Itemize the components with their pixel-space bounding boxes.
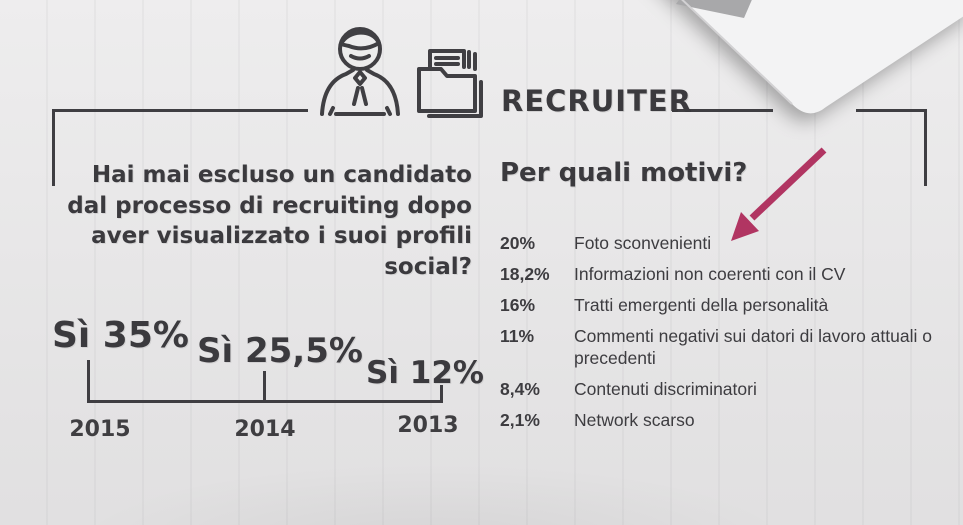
reason-item: 20% Foto sconvenienti [500,232,932,254]
reason-percent: 2,1% [500,410,540,431]
reason-percent: 18,2% [500,264,550,285]
documents-folder-icon [417,49,483,118]
reason-label: Contenuti discriminatori [574,379,757,400]
reason-item: 16% Tratti emergenti della personalità [500,294,932,316]
reason-label: Informazioni non coerenti con il CV [574,264,846,285]
reasons-list: 20% Foto sconvenienti 18,2% Informazioni… [500,232,932,440]
reason-percent: 16% [500,295,536,316]
reason-label: Network scarso [574,410,695,431]
timeline-year-2013: 2013 [397,413,459,438]
recruiter-person-icon [320,27,400,116]
reason-percent: 11% [500,326,535,347]
page-title: RECRUITER [501,84,693,118]
timeline-tick-2015 [87,360,90,402]
timeline-year-2014: 2014 [234,417,296,442]
timeline-tick-2013 [440,385,443,402]
reason-percent: 8,4% [500,379,540,400]
timeline-value-2014: Sì 25,5% [197,331,363,371]
frame-line-left-vertical [52,109,55,186]
frame-line-right-horizontal [856,109,927,112]
timeline-value-2015: Sì 35% [52,315,189,356]
frame-line-right-vertical [924,109,927,186]
frame-line-left-horizontal [52,109,308,112]
frame-line-mid-horizontal [672,109,773,112]
reason-item: 18,2% Informazioni non coerenti con il C… [500,263,932,285]
timeline-tick-2014 [263,371,266,402]
reason-label: Tratti emergenti della personalità [574,295,829,316]
reason-percent: 20% [500,233,536,253]
reason-label: Foto sconvenienti [574,233,712,253]
reason-item: 2,1% Network scarso [500,409,932,431]
timeline-value-2013: Sì 12% [366,355,484,391]
reason-item: 11% Commenti negativi sui datori di lavo… [500,325,932,369]
timeline-year-2015: 2015 [69,417,131,442]
reason-item: 8,4% Contenuti discriminatori [500,378,932,400]
survey-question: Hai mai escluso un candidato dal process… [67,162,472,280]
laptop-trackpad [676,0,752,18]
reasons-heading: Per quali motivi? [500,158,748,188]
reason-label: Commenti negativi sui datori di lavoro a… [574,326,932,369]
